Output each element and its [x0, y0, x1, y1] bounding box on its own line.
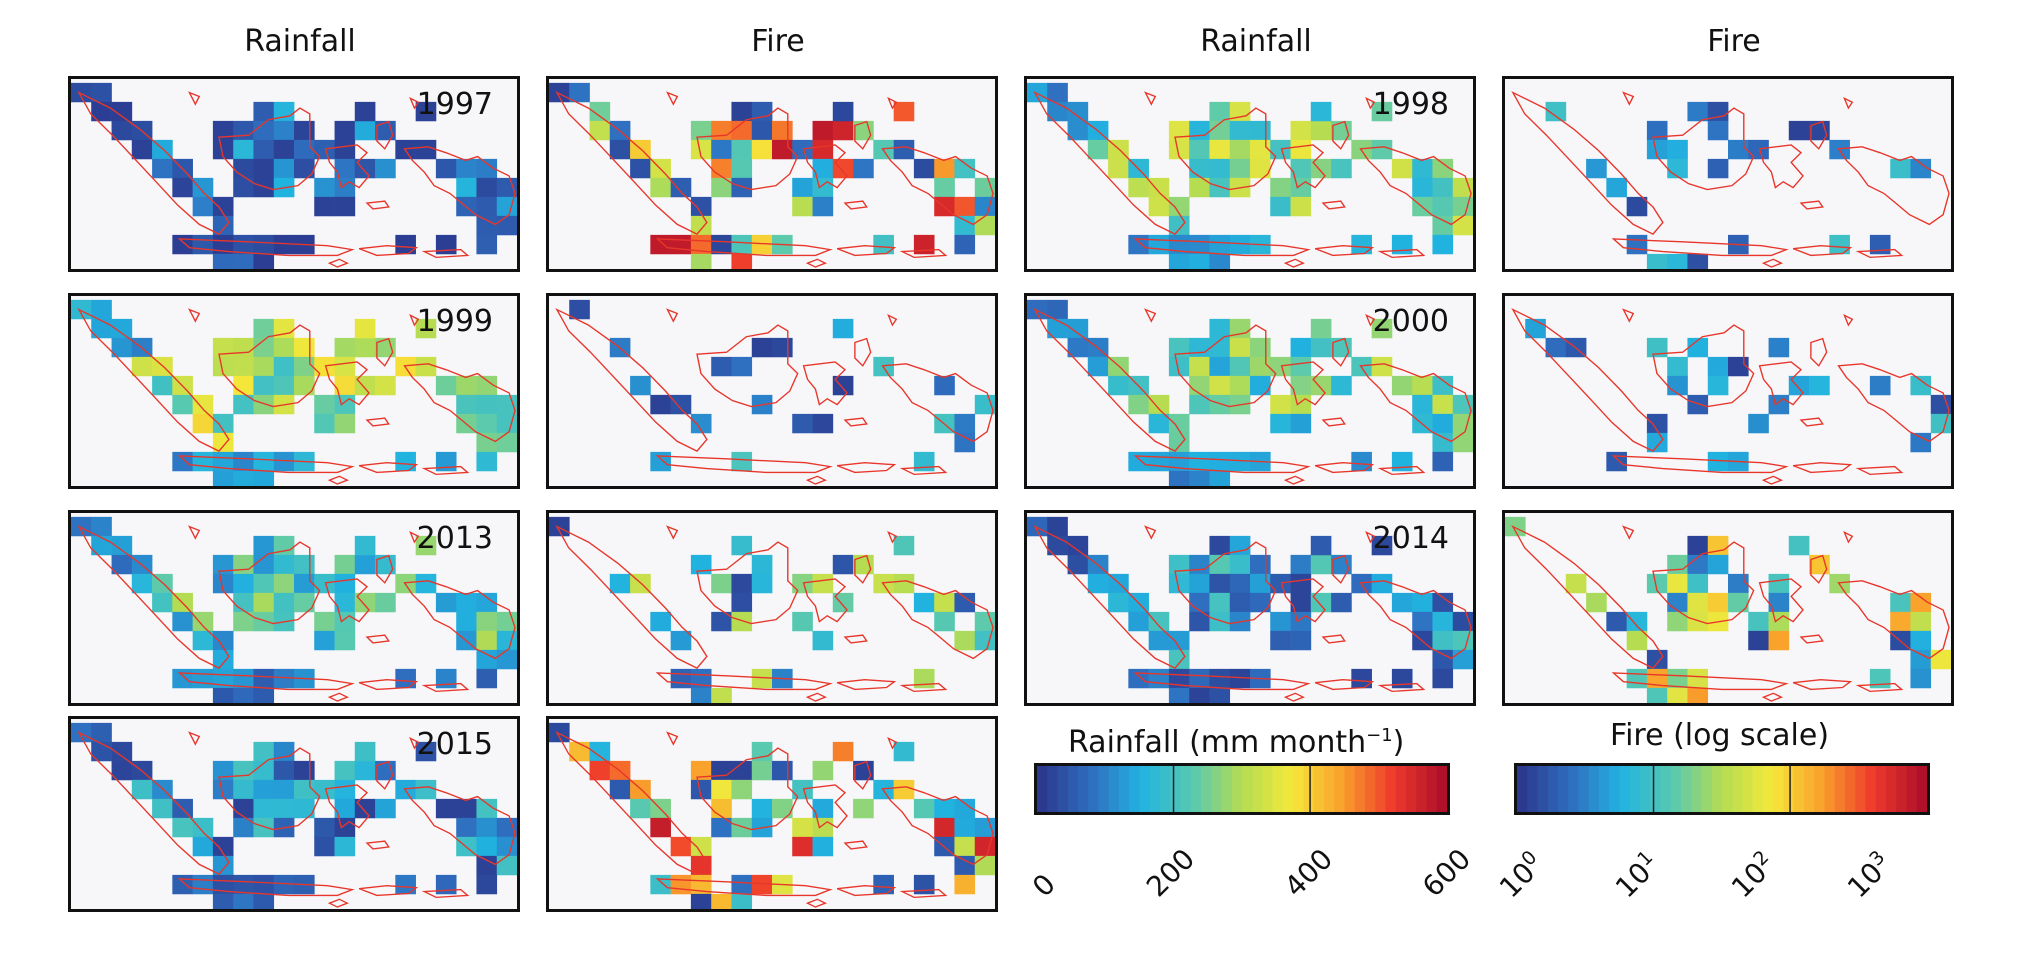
rainfall-map-1999: 1999 [68, 293, 520, 489]
fire-map-1997 [546, 76, 998, 272]
rainfall-tick-label: 0 [1026, 867, 1063, 904]
rainfall-map-2014: 2014 [1024, 510, 1476, 706]
column-title-rainfall-2: Rainfall [1200, 24, 1312, 59]
fire-colorbar [1514, 763, 1930, 815]
fire-map-2015 [546, 716, 998, 912]
fire-map-2014 [1502, 510, 1954, 706]
year-label: 1999 [416, 304, 493, 339]
column-title-fire-2: Fire [1707, 24, 1761, 59]
rainfall-map-2000: 2000 [1024, 293, 1476, 489]
column-title-fire-1: Fire [751, 24, 805, 59]
fire-tick-label: 102 [1724, 846, 1774, 905]
rainfall-map-2013: 2013 [68, 510, 520, 706]
fire-tick-label: 103 [1840, 846, 1890, 905]
rainfall-map-1998: 1998 [1024, 76, 1476, 272]
fire-tick-label: 101 [1608, 846, 1658, 905]
year-label: 2015 [416, 727, 493, 762]
rainfall-tick-label: 200 [1140, 842, 1202, 904]
year-label: 1998 [1372, 87, 1449, 122]
rainfall-tick-label: 600 [1416, 842, 1478, 904]
fire-colorbar-title: Fire (log scale) [1610, 718, 1830, 753]
fire-tick-label: 100 [1492, 846, 1542, 905]
rainfall-colorbar [1034, 763, 1450, 815]
year-label: 1997 [416, 87, 493, 122]
fire-map-1999 [546, 293, 998, 489]
fire-map-1998 [1502, 76, 1954, 272]
fire-map-2000 [1502, 293, 1954, 489]
year-label: 2000 [1372, 304, 1449, 339]
rainfall-map-2015: 2015 [68, 716, 520, 912]
year-label: 2013 [416, 521, 493, 556]
rainfall-tick-label: 400 [1278, 842, 1340, 904]
rainfall-map-1997: 1997 [68, 76, 520, 272]
rainfall-colorbar-title: Rainfall (mm month−1) [1068, 725, 1405, 760]
year-label: 2014 [1372, 521, 1449, 556]
column-title-rainfall-1: Rainfall [244, 24, 356, 59]
fire-map-2013 [546, 510, 998, 706]
